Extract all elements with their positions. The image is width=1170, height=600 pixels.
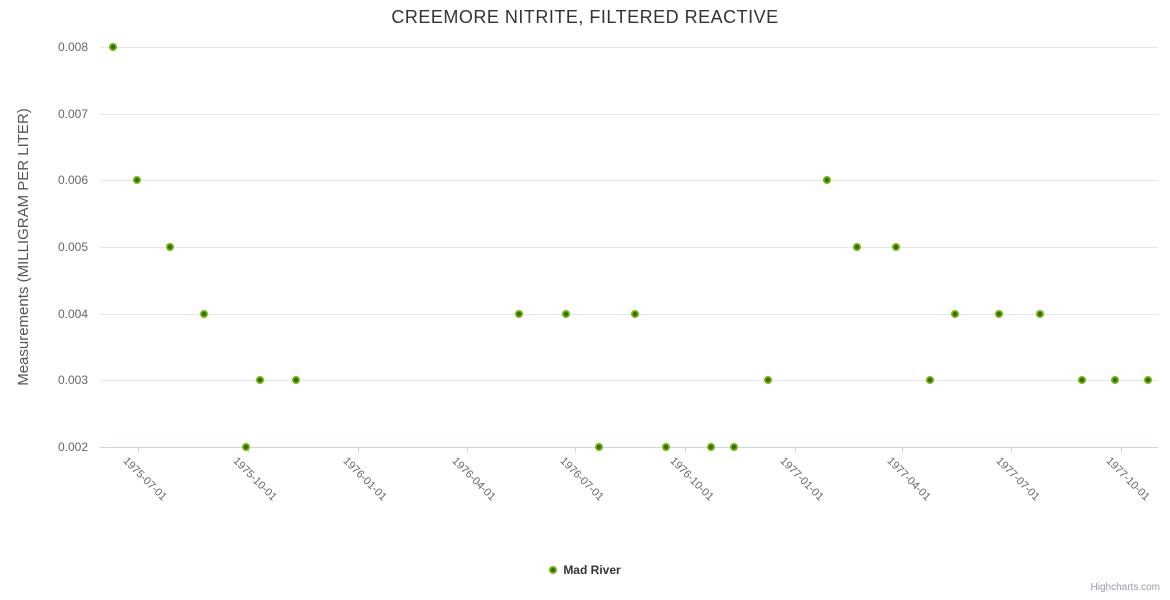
legend-series-label: Mad River xyxy=(563,563,621,577)
x-axis-tick xyxy=(685,447,686,453)
x-axis-tick xyxy=(795,447,796,453)
data-point[interactable] xyxy=(241,443,250,451)
y-axis-label: 0.007 xyxy=(57,107,88,121)
x-axis-label: 1977-10-01 xyxy=(1103,455,1152,504)
series-marker-icon xyxy=(549,566,558,574)
x-axis-line xyxy=(100,447,1158,448)
x-axis-tick xyxy=(902,447,903,453)
y-axis-label: 0.003 xyxy=(57,373,88,387)
y-axis-label: 0.005 xyxy=(57,240,88,254)
data-point[interactable] xyxy=(662,443,671,451)
data-point[interactable] xyxy=(199,309,208,318)
data-point[interactable] xyxy=(1077,376,1086,385)
data-point[interactable] xyxy=(853,243,862,251)
data-point[interactable] xyxy=(823,176,832,185)
x-axis-label: 1977-04-01 xyxy=(884,455,933,504)
x-axis-label: 1977-01-01 xyxy=(777,455,826,504)
x-axis-label: 1975-07-01 xyxy=(120,455,169,504)
data-point[interactable] xyxy=(995,309,1004,318)
x-axis-label: 1976-04-01 xyxy=(449,455,498,504)
data-point[interactable] xyxy=(763,376,772,385)
data-point[interactable] xyxy=(630,309,639,318)
y-axis-label: 0.004 xyxy=(57,307,88,321)
data-point[interactable] xyxy=(1144,376,1153,385)
data-point[interactable] xyxy=(166,243,175,251)
x-axis-tick xyxy=(467,447,468,453)
legend: Mad River xyxy=(0,563,1170,577)
data-point[interactable] xyxy=(561,309,570,318)
data-point[interactable] xyxy=(595,443,604,451)
data-point[interactable] xyxy=(1111,376,1119,385)
plot-area xyxy=(100,43,1158,453)
data-point[interactable] xyxy=(256,376,264,385)
x-axis-label: 1976-10-01 xyxy=(667,455,716,504)
data-point[interactable] xyxy=(1035,309,1044,318)
data-point[interactable] xyxy=(707,443,716,451)
legend-item-mad-river[interactable]: Mad River xyxy=(549,563,621,577)
data-point[interactable] xyxy=(730,443,739,451)
gridline xyxy=(100,247,1158,248)
data-point[interactable] xyxy=(133,176,142,185)
gridline xyxy=(100,114,1158,115)
x-axis-tick xyxy=(358,447,359,453)
highcharts-credits-link[interactable]: Highcharts.com xyxy=(1090,582,1160,593)
x-axis-label: 1976-01-01 xyxy=(340,455,389,504)
gridline xyxy=(100,47,1158,48)
gridline xyxy=(100,380,1158,381)
x-axis-tick xyxy=(138,447,139,453)
data-point[interactable] xyxy=(950,309,959,318)
x-axis-label: 1976-07-01 xyxy=(557,455,606,504)
data-point[interactable] xyxy=(925,376,934,385)
gridline xyxy=(100,180,1158,181)
data-point[interactable] xyxy=(515,309,524,318)
data-point[interactable] xyxy=(291,376,300,385)
x-axis-label: 1977-07-01 xyxy=(993,455,1042,504)
x-axis-label: 1975-10-01 xyxy=(230,455,279,504)
gridline xyxy=(100,314,1158,315)
y-axis-label: 0.002 xyxy=(57,440,88,454)
data-point[interactable] xyxy=(892,243,901,251)
y-axis-label: 0.006 xyxy=(57,173,88,187)
x-axis-tick xyxy=(575,447,576,453)
chart-title: CREEMORE NITRITE, FILTERED REACTIVE xyxy=(391,7,779,27)
data-point[interactable] xyxy=(109,43,118,51)
x-axis-tick xyxy=(1121,447,1122,453)
x-axis-tick xyxy=(1011,447,1012,453)
y-axis-label: 0.008 xyxy=(57,40,88,54)
